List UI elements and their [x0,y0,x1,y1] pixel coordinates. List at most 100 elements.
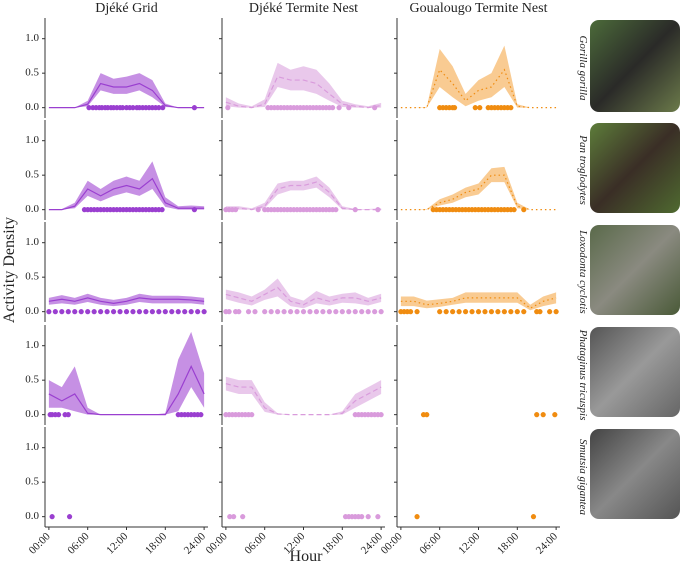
confidence-band [48,331,205,415]
detection-point [252,309,258,315]
x-axis-label: Hour [290,548,324,565]
detection-point [117,309,123,315]
detection-point [188,309,194,315]
species-photo [590,123,680,213]
confidence-band [225,376,382,415]
detection-point [191,105,198,111]
y-tick-label: 0.5 [25,476,39,488]
row-label: Phataginus tricuspis [577,329,589,421]
detection-point [72,309,78,315]
detection-point [46,309,52,315]
detection-point [262,309,268,315]
detection-point [59,309,65,315]
detection-point [521,207,527,213]
detection-point [359,514,365,520]
detection-point [552,412,558,418]
species-photo [590,20,680,112]
detection-point [66,514,73,520]
detection-point [175,309,181,315]
y-tick-label: 0.5 [25,374,39,386]
detection-point [245,309,252,315]
detection-point [553,309,559,315]
x-tick-label: 00:00 [204,530,231,557]
detection-point [508,105,514,111]
detection-point [232,207,239,213]
x-tick-label: 06:00 [242,530,269,557]
detection-point [456,309,462,315]
confidence-band [48,293,205,307]
detection-point [191,207,198,213]
detection-point [275,309,281,315]
detection-point [225,105,231,111]
detection-point [294,309,300,315]
x-tick-label: 24:00 [359,530,386,557]
detection-point [307,309,313,315]
detection-point [255,207,261,213]
detection-point [472,105,478,111]
detection-point [130,309,136,315]
y-axis-label: Activity Density [1,217,18,323]
confidence-band [400,292,557,311]
x-tick-label: 18:00 [495,530,522,557]
y-tick-label: 1.0 [25,32,39,44]
column-title: Goualougo Termite Nest [410,1,548,16]
detection-point [52,309,58,315]
detection-point [375,207,381,213]
detection-point [65,309,71,315]
y-tick-label: 1.0 [25,236,39,248]
detection-point [104,309,110,315]
y-tick-label: 0.5 [25,67,39,79]
detection-point [375,514,381,520]
y-tick-label: 0.5 [25,169,39,181]
detection-point [330,105,336,111]
x-tick-label: 00:00 [379,530,406,557]
detection-point [537,309,543,315]
detection-point [169,309,175,315]
species-photo [590,429,680,519]
y-tick-label: 0.0 [25,203,39,215]
density-line [225,286,382,306]
x-tick-label: 18:00 [320,530,347,557]
detection-point [437,309,443,315]
detection-point [336,105,342,111]
row-label: Smutsia gigantea [577,439,589,516]
confidence-band [225,278,382,309]
detection-point [49,514,55,520]
detection-point [85,309,91,315]
detection-point [365,514,371,520]
detection-point [281,309,287,315]
detection-point [198,412,204,418]
detection-point [501,309,507,315]
density-line [225,383,382,416]
density-line [48,364,205,416]
detection-point [372,309,378,315]
density-line [225,181,382,211]
y-tick-label: 1.0 [25,339,39,351]
density-line [48,177,205,211]
x-tick-label: 06:00 [417,530,444,557]
detection-point [450,309,456,315]
detection-point [149,309,155,315]
detection-point [55,412,62,418]
detection-point [508,309,514,315]
detection-point [540,412,546,418]
detection-point [547,309,553,315]
detection-point [407,309,414,315]
row-label: Loxodonta cyclotis [577,229,589,313]
detection-point [451,105,458,111]
species-photo [590,327,680,417]
detection-point [98,309,104,315]
detection-point [359,309,365,315]
confidence-band [48,73,205,108]
detection-point [469,309,475,315]
detection-point [156,105,162,111]
detection-point [123,309,130,315]
detection-point [372,105,378,111]
detection-point [339,309,345,315]
density-line [400,174,557,211]
row-label: Gorilla gorilla [577,35,589,101]
y-tick-label: 0.0 [25,305,39,317]
detection-point [378,309,384,315]
detection-point [320,309,326,315]
y-tick-label: 0.0 [25,408,39,420]
